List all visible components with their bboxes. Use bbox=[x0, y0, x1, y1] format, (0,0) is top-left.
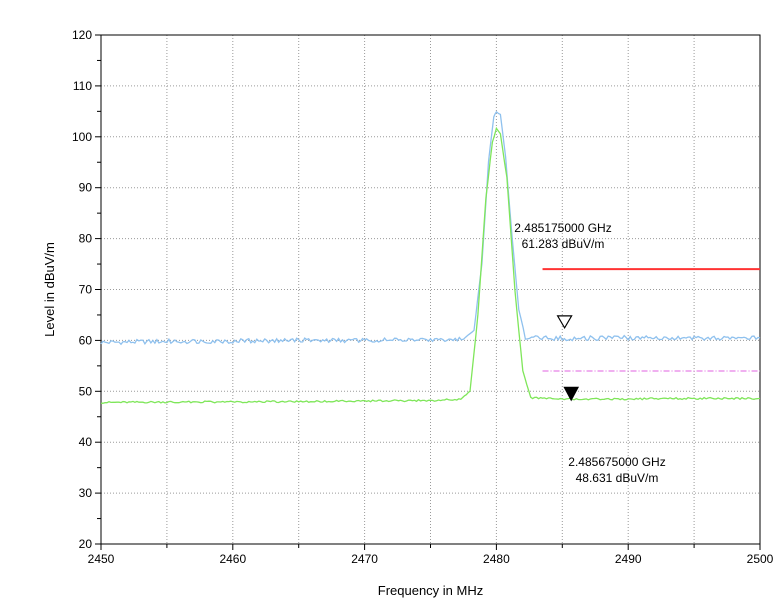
series-line bbox=[100, 126, 761, 404]
marker-filled-triangle bbox=[563, 386, 580, 402]
y-axis-title: Level in dBuV/m bbox=[42, 242, 57, 337]
x-tick-label: 2470 bbox=[351, 552, 378, 566]
x-tick-label: 2480 bbox=[483, 552, 510, 566]
y-tick-label: 20 bbox=[79, 537, 93, 551]
limit-lines bbox=[542, 268, 760, 372]
grid bbox=[101, 35, 760, 544]
axis-ticks: 20 30 40 50 60 70 80 90 100 110 120 2450 2460 2470 248… bbox=[72, 28, 774, 566]
y-tick-label: 70 bbox=[79, 283, 93, 297]
y-tick-label: 30 bbox=[79, 486, 93, 500]
markers: 2.485175000 GHz 61.283 dBuV/m 2.485675000 … bbox=[514, 221, 665, 485]
y-tick-label: 110 bbox=[73, 79, 92, 93]
y-tick-label: 80 bbox=[79, 232, 93, 246]
marker-open-triangle bbox=[556, 315, 573, 330]
series-line bbox=[100, 110, 761, 346]
x-axis-title: Frequency in MHz bbox=[378, 583, 483, 598]
x-tick-label: 2500 bbox=[747, 552, 774, 566]
x-tick-label: 2460 bbox=[219, 552, 246, 566]
x-tick-label: 2450 bbox=[88, 552, 115, 566]
y-tick-label: 90 bbox=[79, 181, 93, 195]
y-tick-label: 60 bbox=[79, 333, 93, 347]
y-tick-label: 120 bbox=[72, 28, 92, 42]
marker-level-label: 61.283 dBuV/m bbox=[522, 237, 605, 251]
marker-frequency-label: 2.485675000 GHz bbox=[568, 455, 665, 469]
x-tick-label: 2490 bbox=[615, 552, 642, 566]
y-tick-label: 100 bbox=[72, 130, 92, 144]
marker-frequency-label: 2.485175000 GHz bbox=[514, 221, 611, 235]
y-tick-label: 40 bbox=[79, 435, 93, 449]
y-tick-label: 50 bbox=[79, 384, 93, 398]
series-lines bbox=[100, 110, 761, 404]
marker-level-label: 48.631 dBuV/m bbox=[576, 471, 659, 485]
